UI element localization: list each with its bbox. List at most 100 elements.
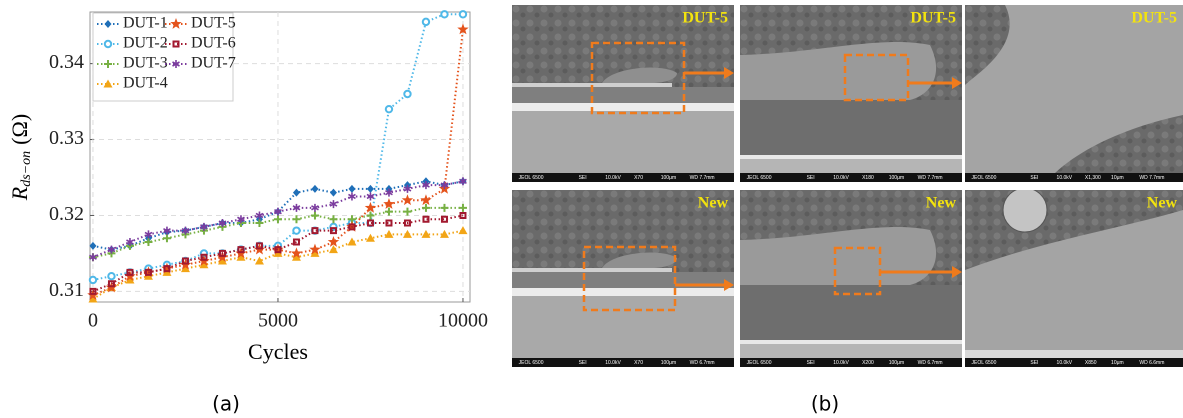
marker: [104, 20, 112, 28]
arrow-head: [952, 266, 962, 278]
marker: [181, 226, 190, 235]
info-text: JEOL 6500: [519, 360, 544, 366]
y-label-symbol: R: [7, 186, 32, 201]
substrate: [740, 344, 962, 358]
marker: [310, 248, 320, 257]
bond: [740, 226, 937, 285]
marker: [125, 275, 135, 284]
marker: [329, 227, 337, 235]
info-text: JEOL 6500: [519, 175, 544, 181]
chip: [740, 285, 962, 340]
info-bar: [512, 358, 734, 367]
x-tick-label: 0: [88, 310, 98, 332]
info-bar: [740, 173, 962, 182]
info-text: 10μm: [1111, 360, 1124, 366]
y-tick-label: 0.33: [49, 127, 84, 149]
info-text: WD 7.7mm: [918, 175, 943, 181]
info-text: WD 6.7mm: [918, 360, 943, 366]
marker: [440, 181, 449, 190]
substrate: [512, 111, 734, 173]
marker: [126, 268, 134, 276]
info-text: JEOL 6500: [972, 175, 997, 181]
info-text: 100μm: [661, 175, 676, 181]
marker: [440, 203, 449, 212]
info-text: X70: [634, 175, 643, 181]
marker: [403, 219, 411, 227]
sem-image: JEOL 6500 SEI 10.0kV X850 10μm WD 6.6mm New: [965, 190, 1183, 367]
bond: [602, 252, 677, 268]
zoom-box: [590, 41, 686, 115]
info-text: X180: [862, 175, 874, 181]
info-text: X1,300: [1085, 175, 1101, 181]
marker: [366, 192, 375, 201]
arrow-head: [724, 279, 734, 291]
legend-label: DUT-3: [123, 55, 168, 72]
y-axis-label: Rds−on (Ω): [7, 114, 34, 201]
y-tick-label: 0.31: [49, 279, 84, 301]
marker: [144, 268, 152, 276]
marker: [172, 40, 180, 48]
marker: [328, 245, 338, 254]
info-text: 10.0kV: [1057, 360, 1073, 366]
info-text: WD 6.7mm: [690, 360, 715, 366]
marker: [274, 207, 282, 216]
bond: [602, 67, 677, 83]
marker: [255, 219, 264, 228]
marker: [385, 219, 393, 227]
marker: [348, 192, 356, 201]
sem-image: JEOL 6500 SEI 10.0kV X200 100μm WD 6.7mm New: [740, 190, 962, 367]
marker: [366, 219, 374, 227]
x-axis-label: Cycles: [248, 339, 308, 364]
marker: [327, 236, 340, 247]
marker: [104, 60, 112, 68]
marker: [255, 242, 263, 250]
marker: [88, 275, 98, 285]
sem-image: JEOL 6500 SEI 10.0kV X180 100μm WD 7.7mm DUT-5: [740, 5, 962, 182]
arrow-head: [952, 77, 962, 89]
marker: [421, 17, 431, 27]
marker: [163, 265, 171, 273]
marker: [291, 252, 301, 261]
marker: [459, 177, 467, 186]
marker: [144, 230, 153, 239]
marker: [366, 184, 374, 193]
marker: [292, 215, 301, 224]
marker: [402, 229, 412, 238]
marker: [440, 10, 449, 19]
dark-region: [1055, 115, 1183, 173]
marker: [347, 237, 357, 246]
info-text: X850: [1085, 360, 1097, 366]
sem-image: JEOL 6500 SEI 10.0kV X70 100μm WD 7.7mm DUT-5: [512, 5, 734, 182]
particle: [1002, 190, 1048, 233]
info-bar: [965, 358, 1183, 367]
marker: [458, 226, 468, 235]
info-text: JEOL 6500: [747, 175, 772, 181]
legend-label: DUT-5: [191, 15, 236, 32]
image-tag: DUT-5: [682, 10, 728, 27]
marker: [457, 23, 469, 35]
sem-image: JEOL 6500 SEI 10.0kV X1,300 10μm WD 7.7mm DUT-…: [965, 5, 1183, 182]
marker: [401, 194, 414, 206]
marker: [309, 243, 321, 255]
marker: [384, 104, 394, 114]
x-tick-label: 10000: [438, 310, 488, 332]
marker: [89, 241, 97, 250]
marker: [458, 203, 467, 212]
legend-label: DUT-1: [123, 15, 168, 32]
y-tick-label: 0.34: [49, 51, 84, 73]
marker: [421, 229, 431, 238]
sem-body: [965, 5, 1183, 182]
bond: [740, 41, 937, 100]
marker: [161, 262, 173, 274]
info-text: 100μm: [889, 175, 904, 181]
marker: [366, 211, 375, 220]
marker: [162, 234, 171, 243]
marker: [421, 203, 430, 212]
x-tick-label: 5000: [258, 310, 298, 332]
marker: [217, 256, 227, 265]
marker: [107, 280, 115, 288]
marker: [103, 39, 113, 49]
info-text: 100μm: [661, 360, 676, 366]
marker: [89, 253, 97, 262]
marker: [255, 211, 264, 220]
